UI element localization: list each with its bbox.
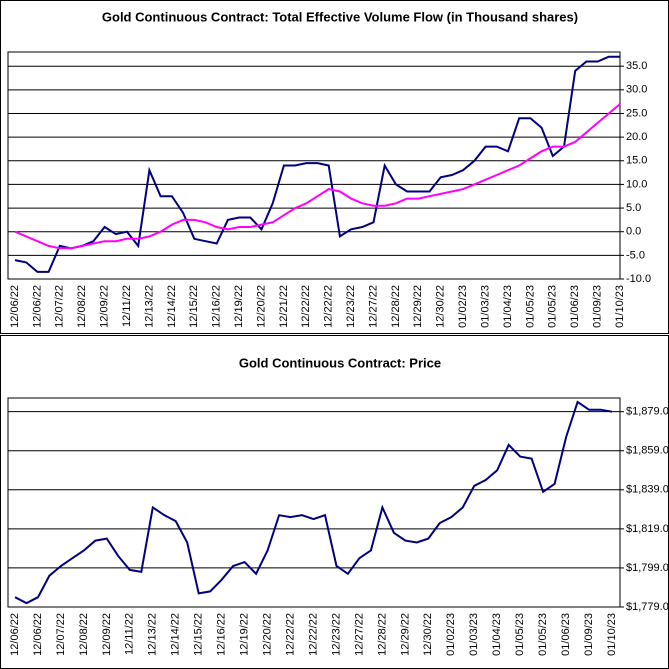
x-tick-label: 12/27/22 xyxy=(367,285,379,328)
x-tick-label: 12/06/22 xyxy=(31,285,43,328)
chart-title: Gold Continuous Contract: Total Effectiv… xyxy=(102,9,578,24)
y-tick-label: 5.0 xyxy=(626,202,641,214)
x-tick-label: 12/13/22 xyxy=(143,285,155,328)
data-line xyxy=(14,55,620,273)
x-tick-label: 12/09/22 xyxy=(99,285,111,328)
y-tick-label: 35.0 xyxy=(626,60,647,72)
x-tick-label: 12/20/22 xyxy=(261,613,273,656)
y-tick-label: $1,839.0 xyxy=(626,484,669,496)
x-tick-label: 12/14/22 xyxy=(170,613,182,656)
x-tick-label: 01/03/23 xyxy=(468,613,480,656)
x-tick-label: 12/22/22 xyxy=(323,285,335,328)
x-tick-label: 12/06/22 xyxy=(9,613,21,656)
data-line xyxy=(14,400,613,605)
x-tick-label: 12/15/22 xyxy=(188,285,200,328)
x-tick-label: 12/22/22 xyxy=(307,613,319,656)
x-tick-label: 12/30/22 xyxy=(435,285,447,328)
x-tick-label: 12/11/22 xyxy=(124,613,136,655)
x-tick-label: 12/16/22 xyxy=(211,285,223,328)
x-tick-label: 12/29/22 xyxy=(412,285,424,328)
x-tick-label: 12/19/22 xyxy=(239,613,251,656)
x-tick-label: 12/08/22 xyxy=(78,613,90,656)
x-tick-label: 01/04/23 xyxy=(491,613,503,656)
x-tick-label: 12/07/22 xyxy=(54,285,66,328)
x-tick-label: 12/29/22 xyxy=(399,613,411,656)
x-tick-label: 01/10/23 xyxy=(614,285,626,328)
y-tick-label: $1,879.0 xyxy=(626,406,669,418)
x-tick-label: 12/19/22 xyxy=(233,285,245,328)
x-tick-label: 12/09/22 xyxy=(101,613,113,656)
x-tick-label: 12/22/22 xyxy=(284,613,296,656)
x-tick-label: 12/11/22 xyxy=(121,285,133,327)
x-tick-label: 12/14/22 xyxy=(166,285,178,328)
x-tick-label: 12/22/22 xyxy=(300,285,312,328)
x-tick-label: 01/05/23 xyxy=(547,285,559,328)
x-tick-label: 12/28/22 xyxy=(376,613,388,656)
y-tick-label: 10.0 xyxy=(626,178,647,190)
x-tick-label: 12/15/22 xyxy=(193,613,205,656)
y-tick-label: 20.0 xyxy=(626,131,647,143)
x-tick-label: 12/23/22 xyxy=(330,613,342,656)
x-tick-label: 01/06/23 xyxy=(560,613,572,656)
x-tick-label: 01/05/23 xyxy=(524,285,536,328)
x-tick-label: 12/06/22 xyxy=(32,613,44,656)
x-tick-label: 01/06/23 xyxy=(569,285,581,328)
x-tick-label: 12/08/22 xyxy=(76,285,88,328)
x-tick-label: 12/27/22 xyxy=(353,613,365,656)
y-tick-label: $1,819.0 xyxy=(626,523,669,535)
x-tick-label: 12/23/22 xyxy=(345,285,357,328)
x-tick-label: 01/02/23 xyxy=(445,613,457,656)
y-tick-label: 25.0 xyxy=(626,107,647,119)
x-tick-label: 01/09/23 xyxy=(591,285,603,328)
x-tick-label: 12/20/22 xyxy=(255,285,267,328)
x-tick-label: 01/02/23 xyxy=(457,285,469,328)
x-tick-label: 12/30/22 xyxy=(422,613,434,656)
x-tick-label: 01/10/23 xyxy=(606,613,618,656)
x-tick-label: 01/09/23 xyxy=(583,613,595,656)
x-tick-label: 12/21/22 xyxy=(278,285,290,328)
x-tick-label: 12/06/22 xyxy=(9,285,21,328)
y-tick-label: -10.0 xyxy=(626,273,651,285)
chart-title: Gold Continuous Contract: Price xyxy=(239,355,441,370)
y-tick-label: $1,859.0 xyxy=(626,445,669,457)
x-tick-label: 12/13/22 xyxy=(147,613,159,656)
y-tick-label: $1,779.0 xyxy=(626,601,669,613)
y-tick-label: 0.0 xyxy=(626,226,641,238)
y-tick-label: $1,799.0 xyxy=(626,562,669,574)
x-tick-label: 12/28/22 xyxy=(390,285,402,328)
plot-area xyxy=(7,51,621,280)
y-tick-label: 30.0 xyxy=(626,84,647,96)
y-tick-label: 15.0 xyxy=(626,155,647,167)
data-line xyxy=(14,103,621,250)
plot-area xyxy=(7,397,621,608)
x-tick-label: 01/03/23 xyxy=(479,285,491,328)
x-tick-label: 01/04/23 xyxy=(502,285,514,328)
x-tick-label: 12/07/22 xyxy=(55,613,67,656)
x-tick-label: 12/16/22 xyxy=(216,613,228,656)
y-tick-label: -5.0 xyxy=(626,249,645,261)
x-tick-label: 01/05/23 xyxy=(514,613,526,656)
x-tick-label: 01/05/23 xyxy=(537,613,549,656)
